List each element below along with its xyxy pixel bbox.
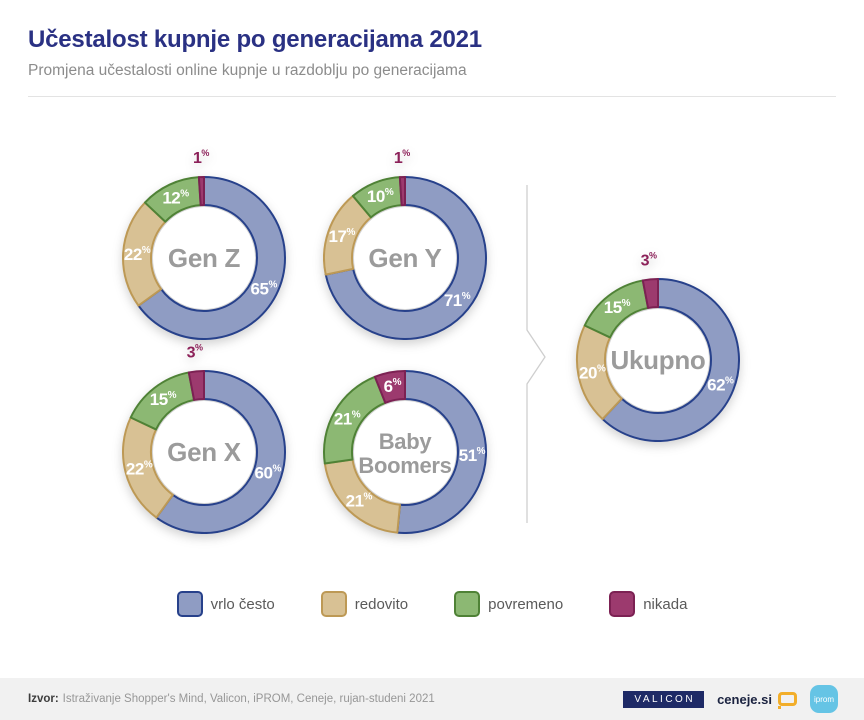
donut-chart-gen-y: Gen Y71% 17% 10% 1% (323, 148, 487, 340)
slice-value-gen-x-povremeno: 15% (150, 390, 177, 409)
ceneje-logo: ceneje.si (717, 691, 797, 709)
slice-value-gen-z-nikada: 1% (193, 148, 209, 167)
ceneje-bubble-icon (778, 692, 797, 709)
slice-ukupno-vrlo-cesto (601, 278, 740, 442)
slice-gen-z-nikada (197, 176, 205, 207)
valicon-logo: VALICON (623, 690, 705, 708)
chevron-right-icon (526, 185, 546, 523)
slice-value-ukupno-povremeno: 15% (604, 298, 631, 317)
legend-item-redovito: redovito (320, 591, 409, 617)
legend-swatch-nikada (609, 591, 636, 617)
slice-gen-y-vrlo-cesto (324, 176, 487, 340)
donut-chart-gen-z: Gen Z 65% 22% 12% 1% (122, 148, 286, 340)
slice-value-gen-y-vrlo-cesto: 71% (444, 291, 471, 310)
page-subtitle: Promjena učestalosti online kupnje u raz… (28, 62, 467, 79)
source-line: Izvor: Istraživanje Shopper's Mind, Valic… (28, 693, 435, 705)
donut-title-gen-x: Gen X (167, 437, 242, 467)
donut-title-ukupno: Ukupno (611, 345, 706, 375)
slice-gen-x-nikada (187, 369, 205, 401)
legend-label-nikada: nikada (643, 595, 688, 613)
donut-hole (153, 207, 255, 309)
donut-hole (153, 401, 255, 503)
legend-label-vrlo-cesto: vrlo često (210, 595, 275, 613)
legend-swatch-vrlo-cesto (176, 591, 203, 617)
page-title: Učestalost kupnje po generacijama 2021 (28, 26, 482, 53)
slice-value-baby-boomers-vrlo-cesto: 51% (459, 446, 486, 465)
slice-value-gen-x-vrlo-cesto: 60% (255, 464, 282, 483)
slice-value-ukupno-vrlo-cesto: 62% (707, 376, 734, 395)
slice-value-gen-x-nikada: 3% (187, 342, 203, 361)
footer-logos: VALICON ceneje.si iprom (623, 685, 838, 713)
legend-item-povremeno: povremeno (454, 591, 563, 617)
source-text: Istraživanje Shopper's Mind, Valicon, iP… (62, 693, 435, 705)
slice-value-gen-z-vrlo-cesto: 65% (251, 279, 278, 298)
slice-value-gen-y-povremeno: 10% (367, 187, 394, 206)
slice-gen-y-nikada (398, 175, 406, 207)
slice-gen-x-vrlo-cesto (155, 370, 286, 534)
slice-value-gen-y-nikada: 1% (394, 148, 410, 167)
slice-gen-z-vrlo-cesto (137, 176, 286, 340)
legend-swatch-redovito (320, 591, 347, 617)
donut-title-gen-z: Gen Z (168, 243, 241, 273)
donut-hole (354, 401, 456, 503)
slice-baby-boomers-vrlo-cesto (396, 370, 488, 534)
slice-value-gen-z-povremeno: 12% (162, 188, 189, 207)
footer: Izvor: Istraživanje Shopper's Mind, Valic… (0, 678, 864, 720)
slice-value-baby-boomers-povremeno: 21% (334, 410, 361, 429)
donut-hole (607, 309, 709, 411)
legend-label-redovito: redovito (354, 595, 409, 613)
legend-item-vrlo-cesto: vrlo često (176, 591, 275, 617)
donut-title-baby-boomers: Boomers (358, 453, 451, 478)
donut-hole (354, 207, 456, 309)
slice-value-baby-boomers-nikada: 6% (384, 377, 402, 396)
source-label: Izvor: (28, 693, 59, 705)
slice-value-baby-boomers-redovito: 21% (346, 492, 373, 511)
donut-title-gen-y: Gen Y (368, 243, 441, 273)
donut-title-baby-boomers: Baby (379, 429, 433, 454)
iprom-logo: iprom (810, 685, 838, 713)
slice-value-gen-x-redovito: 22% (126, 460, 153, 479)
legend-swatch-povremeno (454, 591, 481, 617)
slice-value-gen-y-redovito: 17% (329, 227, 356, 246)
slice-value-ukupno-redovito: 20% (579, 364, 606, 383)
slice-ukupno-nikada (641, 277, 659, 309)
legend: vrlo često redovito povremeno nikada (0, 591, 864, 617)
slice-value-gen-z-redovito: 22% (124, 245, 151, 264)
slice-value-ukupno-nikada: 3% (641, 250, 657, 269)
ceneje-logo-text: ceneje.si (717, 691, 772, 707)
legend-item-nikada: nikada (609, 591, 687, 617)
legend-label-povremeno: povremeno (488, 595, 564, 613)
slice-baby-boomers-nikada (373, 370, 406, 404)
header-divider (28, 96, 836, 97)
iprom-logo-text: iprom (813, 694, 834, 704)
donut-chart-gen-x: Gen X 60% 22% 15% 3% (122, 342, 286, 534)
